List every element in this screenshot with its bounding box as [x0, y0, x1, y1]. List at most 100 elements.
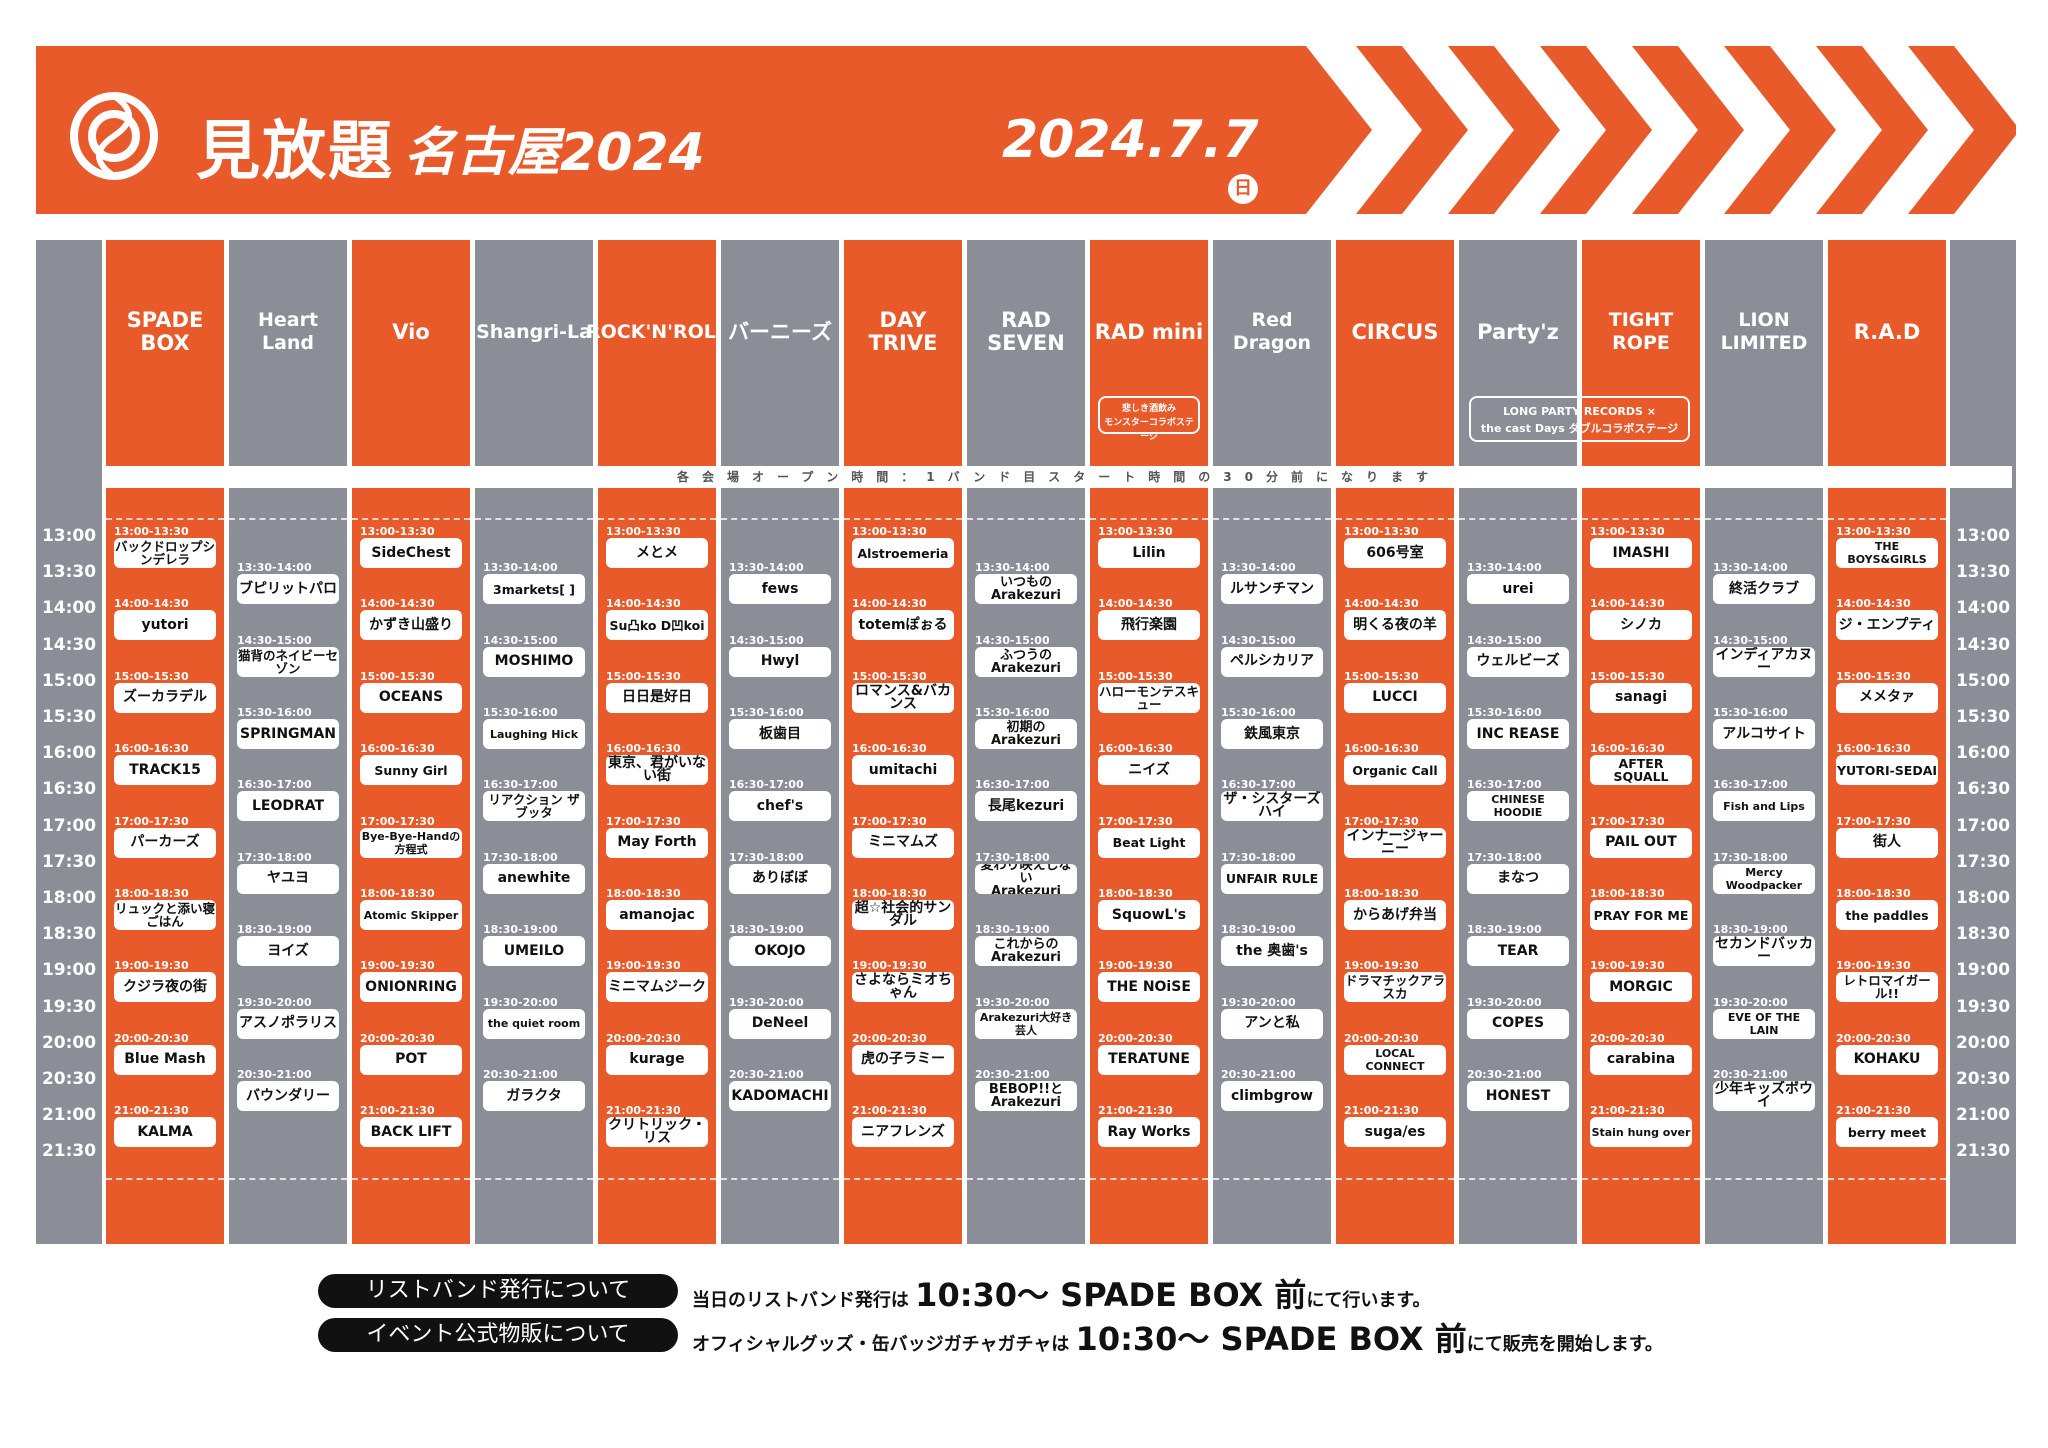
act-band-name[interactable]: ウェルビーズ: [1467, 646, 1569, 677]
act-band-name[interactable]: Ray Works: [1098, 1117, 1200, 1148]
act-band-name[interactable]: climbgrow: [1221, 1081, 1323, 1111]
act-band-name[interactable]: amanojac: [606, 900, 708, 930]
act-band-name[interactable]: シノカ: [1590, 610, 1692, 641]
act-band-name[interactable]: Organic Call: [1344, 755, 1446, 786]
act-band-name[interactable]: fews: [729, 574, 831, 605]
act-band-name[interactable]: the paddles: [1836, 900, 1938, 930]
act-band-name[interactable]: HONEST: [1467, 1081, 1569, 1111]
act-band-name[interactable]: YUTORI-SEDAI: [1836, 755, 1938, 786]
act-band-name[interactable]: THE NOiSE: [1098, 972, 1200, 1003]
act-band-name[interactable]: LEODRAT: [237, 791, 339, 822]
act-band-name[interactable]: THE BOYS&GIRLS: [1836, 538, 1938, 568]
act-band-name[interactable]: ミニマムジーク: [606, 972, 708, 1003]
act-band-name[interactable]: メとメ: [606, 538, 708, 568]
act-band-name[interactable]: Alstroemeria: [852, 538, 954, 568]
act-band-name[interactable]: totemぽぉる: [852, 610, 954, 641]
act-band-name[interactable]: 飛行楽園: [1098, 610, 1200, 641]
act-band-name[interactable]: Su凸ko D凹koi: [606, 610, 708, 641]
act-band-name[interactable]: インナージャーニー: [1344, 827, 1446, 858]
act-band-name[interactable]: LUCCI: [1344, 682, 1446, 713]
act-band-name[interactable]: Atomic Skipper: [360, 900, 462, 930]
act-band-name[interactable]: アンと私: [1221, 1008, 1323, 1039]
act-band-name[interactable]: 日日是好日: [606, 682, 708, 713]
act-band-name[interactable]: COPES: [1467, 1008, 1569, 1039]
act-band-name[interactable]: 鉄風東京: [1221, 719, 1323, 749]
act-band-name[interactable]: 猫背のネイビーセゾン: [237, 646, 339, 677]
act-band-name[interactable]: ペルシカリア: [1221, 646, 1323, 677]
act-band-name[interactable]: Laughing Hick: [483, 719, 585, 749]
act-band-name[interactable]: 長尾kezuri: [975, 791, 1077, 822]
act-band-name[interactable]: MOSHIMO: [483, 646, 585, 677]
act-band-name[interactable]: Bye-Bye-Handの方程式: [360, 827, 462, 858]
act-band-name[interactable]: the quiet room: [483, 1008, 585, 1039]
act-band-name[interactable]: アスノポラリス: [237, 1008, 339, 1039]
act-band-name[interactable]: ミニマムズ: [852, 827, 954, 858]
act-band-name[interactable]: かずき山盛り: [360, 610, 462, 641]
act-band-name[interactable]: OKOJO: [729, 936, 831, 967]
act-band-name[interactable]: KADOMACHI: [729, 1081, 831, 1111]
act-band-name[interactable]: Mercy Woodpacker: [1713, 863, 1815, 894]
act-band-name[interactable]: the 奥歯's: [1221, 936, 1323, 967]
act-band-name[interactable]: 変わり映えしない Arakezuri: [975, 863, 1077, 894]
act-band-name[interactable]: kurage: [606, 1044, 708, 1075]
act-band-name[interactable]: PAIL OUT: [1590, 827, 1692, 858]
act-band-name[interactable]: Lilin: [1098, 538, 1200, 568]
act-band-name[interactable]: リアクション ザ ブッタ: [483, 791, 585, 822]
act-band-name[interactable]: 終活クラブ: [1713, 574, 1815, 605]
act-band-name[interactable]: Sunny Girl: [360, 755, 462, 786]
act-band-name[interactable]: インディアカヌー: [1713, 646, 1815, 677]
act-band-name[interactable]: いつもの Arakezuri: [975, 574, 1077, 605]
act-band-name[interactable]: Hwyl: [729, 646, 831, 677]
act-band-name[interactable]: クリトリック・リス: [606, 1117, 708, 1148]
act-band-name[interactable]: KALMA: [114, 1117, 216, 1148]
act-band-name[interactable]: ありぼぼ: [729, 863, 831, 894]
act-band-name[interactable]: これからの Arakezuri: [975, 936, 1077, 967]
act-band-name[interactable]: ニアフレンズ: [852, 1117, 954, 1148]
act-band-name[interactable]: PRAY FOR ME: [1590, 900, 1692, 930]
act-band-name[interactable]: さよならミオちゃん: [852, 972, 954, 1003]
act-band-name[interactable]: Blue Mash: [114, 1044, 216, 1075]
act-band-name[interactable]: パーカーズ: [114, 827, 216, 858]
act-band-name[interactable]: 東京、君がいない街: [606, 755, 708, 786]
act-band-name[interactable]: suga/es: [1344, 1117, 1446, 1148]
act-band-name[interactable]: MORGIC: [1590, 972, 1692, 1003]
act-band-name[interactable]: 虎の子ラミー: [852, 1044, 954, 1075]
act-band-name[interactable]: ハローモンテスキュー: [1098, 682, 1200, 713]
act-band-name[interactable]: 超☆社会的サンダル: [852, 900, 954, 930]
act-band-name[interactable]: chef's: [729, 791, 831, 822]
act-band-name[interactable]: Fish and Lips: [1713, 791, 1815, 822]
act-band-name[interactable]: ヨイズ: [237, 936, 339, 967]
act-band-name[interactable]: BEBOP!!と Arakezuri: [975, 1081, 1077, 1111]
act-band-name[interactable]: sanagi: [1590, 682, 1692, 713]
act-band-name[interactable]: からあげ弁当: [1344, 900, 1446, 930]
act-band-name[interactable]: ドラマチックアラスカ: [1344, 972, 1446, 1003]
act-band-name[interactable]: ルサンチマン: [1221, 574, 1323, 605]
act-band-name[interactable]: ニイズ: [1098, 755, 1200, 786]
act-band-name[interactable]: SPRINGMAN: [237, 719, 339, 749]
act-band-name[interactable]: TEAR: [1467, 936, 1569, 967]
act-band-name[interactable]: anewhite: [483, 863, 585, 894]
act-band-name[interactable]: 3markets[ ]: [483, 574, 585, 605]
act-band-name[interactable]: クジラ夜の街: [114, 972, 216, 1003]
act-band-name[interactable]: アルコサイト: [1713, 719, 1815, 749]
act-band-name[interactable]: POT: [360, 1044, 462, 1075]
act-band-name[interactable]: BACK LIFT: [360, 1117, 462, 1148]
act-band-name[interactable]: ONIONRING: [360, 972, 462, 1003]
act-band-name[interactable]: ザ・シスターズハイ: [1221, 791, 1323, 822]
act-band-name[interactable]: レトロマイガール!!: [1836, 972, 1938, 1003]
act-band-name[interactable]: リュックと添い寝ごはん: [114, 900, 216, 930]
act-band-name[interactable]: ロマンス&バカンス: [852, 682, 954, 713]
act-band-name[interactable]: バウンダリー: [237, 1081, 339, 1111]
act-band-name[interactable]: UNFAIR RULE: [1221, 863, 1323, 894]
act-band-name[interactable]: 初期の Arakezuri: [975, 719, 1077, 749]
act-band-name[interactable]: 街人: [1836, 827, 1938, 858]
act-band-name[interactable]: AFTER SQUALL: [1590, 755, 1692, 786]
act-band-name[interactable]: EVE OF THE LAIN: [1713, 1008, 1815, 1039]
act-band-name[interactable]: 明くる夜の羊: [1344, 610, 1446, 641]
act-band-name[interactable]: LOCAL CONNECT: [1344, 1044, 1446, 1075]
act-band-name[interactable]: berry meet: [1836, 1117, 1938, 1148]
act-band-name[interactable]: IMASHI: [1590, 538, 1692, 568]
act-band-name[interactable]: INC REASE: [1467, 719, 1569, 749]
act-band-name[interactable]: TRACK15: [114, 755, 216, 786]
act-band-name[interactable]: DeNeel: [729, 1008, 831, 1039]
